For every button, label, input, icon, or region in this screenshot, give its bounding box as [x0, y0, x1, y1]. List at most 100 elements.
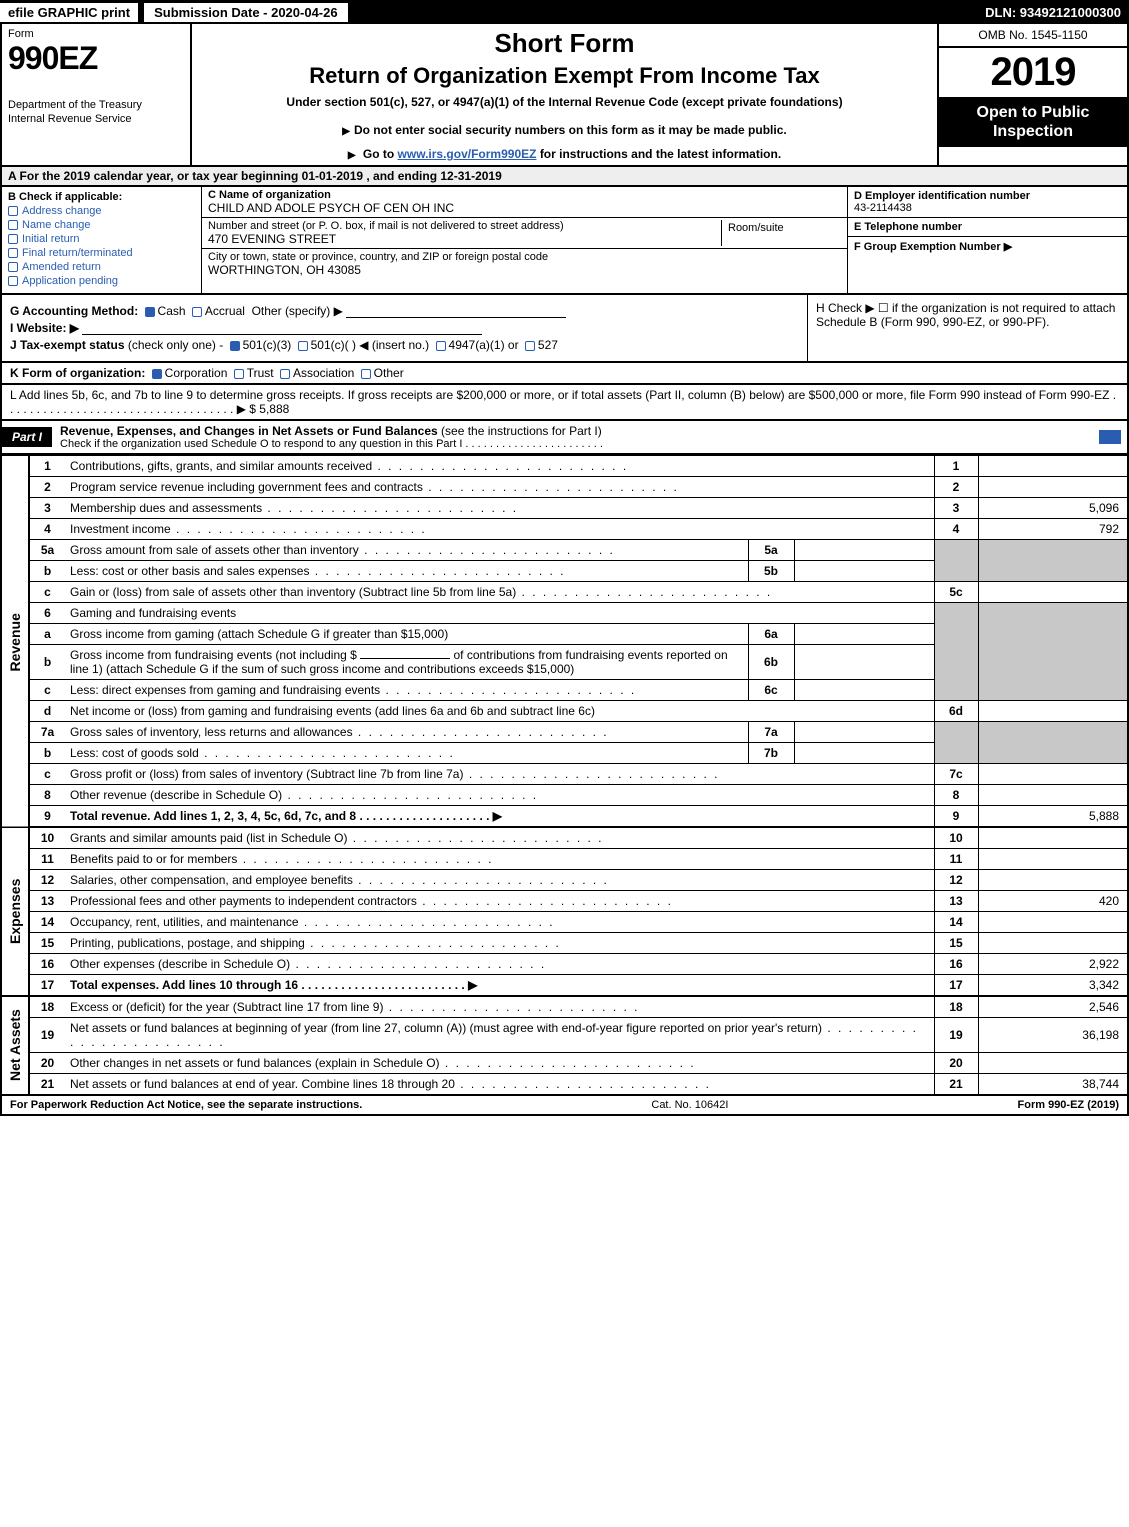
- open-inspection: Open to Public Inspection: [939, 97, 1127, 147]
- line-2-val: [978, 477, 1128, 498]
- part1-title: Revenue, Expenses, and Changes in Net As…: [60, 424, 438, 438]
- chk-501c[interactable]: [298, 341, 308, 351]
- part1-tag: Part I: [2, 427, 52, 447]
- room-suite-label: Room/suite: [721, 220, 841, 246]
- row-l: L Add lines 5b, 6c, and 7b to line 9 to …: [0, 385, 1129, 421]
- part1-checkbox[interactable]: [1099, 430, 1121, 444]
- chk-application-pending[interactable]: Application pending: [8, 275, 195, 287]
- line-3-val: 5,096: [978, 498, 1128, 519]
- line-13-desc: Professional fees and other payments to …: [65, 891, 934, 912]
- chk-cash[interactable]: [145, 307, 155, 317]
- f-label: F Group Exemption Number ▶: [854, 241, 1012, 253]
- line-1-val: [978, 456, 1128, 477]
- c-label: C Name of organization: [208, 189, 331, 201]
- chk-corporation[interactable]: [152, 369, 162, 379]
- chk-trust[interactable]: [234, 369, 244, 379]
- line-9-desc: Total revenue. Add lines 1, 2, 3, 4, 5c,…: [65, 806, 934, 828]
- goto-line: Go to www.irs.gov/Form990EZ for instruct…: [202, 147, 927, 161]
- line-7b-desc: Less: cost of goods sold: [65, 743, 748, 764]
- line-6d-val: [978, 701, 1128, 722]
- street-label: Number and street (or P. O. box, if mail…: [208, 220, 564, 232]
- line-19-val: 36,198: [978, 1018, 1128, 1053]
- line-20-desc: Other changes in net assets or fund bala…: [65, 1053, 934, 1074]
- dln-label: DLN: 93492121000300: [977, 5, 1129, 20]
- line-5c-val: [978, 582, 1128, 603]
- line-11-val: [978, 849, 1128, 870]
- chk-accrual[interactable]: [192, 307, 202, 317]
- goto-post: for instructions and the latest informat…: [540, 147, 781, 161]
- b-label: B Check if applicable:: [8, 191, 195, 203]
- line-11-desc: Benefits paid to or for members: [65, 849, 934, 870]
- line-6a-desc: Gross income from gaming (attach Schedul…: [65, 624, 748, 645]
- org-name: CHILD AND ADOLE PSYCH OF CEN OH INC: [208, 201, 454, 215]
- irs-label: Internal Revenue Service: [8, 113, 184, 125]
- website-input[interactable]: [82, 321, 482, 335]
- goto-link[interactable]: www.irs.gov/Form990EZ: [398, 147, 537, 161]
- side-netassets: Net Assets: [1, 996, 29, 1095]
- entity-block: B Check if applicable: Address change Na…: [0, 187, 1129, 295]
- e-label: E Telephone number: [854, 221, 962, 233]
- row-k: K Form of organization: Corporation Trus…: [0, 363, 1129, 385]
- line-19-desc: Net assets or fund balances at beginning…: [65, 1018, 934, 1053]
- line-8-val: [978, 785, 1128, 806]
- line-5a-desc: Gross amount from sale of assets other t…: [65, 540, 748, 561]
- chk-initial-return[interactable]: Initial return: [8, 233, 195, 245]
- other-specify-input[interactable]: [346, 304, 566, 318]
- footer-left: For Paperwork Reduction Act Notice, see …: [10, 1099, 362, 1111]
- line-8-desc: Other revenue (describe in Schedule O): [65, 785, 934, 806]
- lines-table: Revenue 1 Contributions, gifts, grants, …: [0, 455, 1129, 1096]
- chk-501c3[interactable]: [230, 341, 240, 351]
- header-center: Short Form Return of Organization Exempt…: [192, 24, 937, 165]
- side-expenses: Expenses: [1, 827, 29, 996]
- ein-value: 43-2114438: [854, 202, 912, 214]
- line-6c-desc: Less: direct expenses from gaming and fu…: [65, 680, 748, 701]
- title-subtitle: Under section 501(c), 527, or 4947(a)(1)…: [202, 95, 927, 109]
- footer-form: Form 990-EZ (2019): [1018, 1099, 1119, 1111]
- omb-number: OMB No. 1545-1150: [939, 24, 1127, 48]
- top-bar: efile GRAPHIC print Submission Date - 20…: [0, 0, 1129, 24]
- section-d-e-f: D Employer identification number 43-2114…: [847, 187, 1127, 293]
- part1-header: Part I Revenue, Expenses, and Changes in…: [0, 421, 1129, 455]
- line-6d-desc: Net income or (loss) from gaming and fun…: [65, 701, 934, 722]
- submission-date: Submission Date - 2020-04-26: [142, 1, 350, 24]
- line-9-val: 5,888: [978, 806, 1128, 828]
- chk-final-return[interactable]: Final return/terminated: [8, 247, 195, 259]
- header-left: Form 990EZ Department of the Treasury In…: [2, 24, 192, 165]
- chk-name-change[interactable]: Name change: [8, 219, 195, 231]
- line-12-val: [978, 870, 1128, 891]
- line-20-val: [978, 1053, 1128, 1074]
- footer-cat: Cat. No. 10642I: [362, 1099, 1017, 1111]
- chk-amended-return[interactable]: Amended return: [8, 261, 195, 273]
- line-16-val: 2,922: [978, 954, 1128, 975]
- line-15-desc: Printing, publications, postage, and shi…: [65, 933, 934, 954]
- dept-treasury: Department of the Treasury: [8, 99, 184, 111]
- line-10-desc: Grants and similar amounts paid (list in…: [65, 827, 934, 849]
- line-6b-desc: Gross income from fundraising events (no…: [65, 645, 748, 680]
- chk-association[interactable]: [280, 369, 290, 379]
- page-footer: For Paperwork Reduction Act Notice, see …: [0, 1096, 1129, 1116]
- city-value: WORTHINGTON, OH 43085: [208, 263, 361, 277]
- line-16-desc: Other expenses (describe in Schedule O): [65, 954, 934, 975]
- line-4-desc: Investment income: [65, 519, 934, 540]
- chk-527[interactable]: [525, 341, 535, 351]
- line-1-desc: Contributions, gifts, grants, and simila…: [65, 456, 934, 477]
- line-2-desc: Program service revenue including govern…: [65, 477, 934, 498]
- line-3-desc: Membership dues and assessments: [65, 498, 934, 519]
- line-15-val: [978, 933, 1128, 954]
- line-18-val: 2,546: [978, 996, 1128, 1018]
- goto-pre: Go to: [363, 147, 398, 161]
- tax-year: 2019: [939, 48, 1127, 97]
- line-6b-amount-input[interactable]: [360, 658, 450, 659]
- line-17-desc: Total expenses. Add lines 10 through 16 …: [65, 975, 934, 997]
- section-b: B Check if applicable: Address change Na…: [2, 187, 202, 293]
- j-tax-exempt: J Tax-exempt status (check only one) - 5…: [10, 338, 799, 352]
- form-header: Form 990EZ Department of the Treasury In…: [0, 24, 1129, 167]
- line-6-desc: Gaming and fundraising events: [65, 603, 934, 624]
- header-right: OMB No. 1545-1150 2019 Open to Public In…: [937, 24, 1127, 165]
- chk-address-change[interactable]: Address change: [8, 205, 195, 217]
- line-5b-desc: Less: cost or other basis and sales expe…: [65, 561, 748, 582]
- line-13-val: 420: [978, 891, 1128, 912]
- chk-other[interactable]: [361, 369, 371, 379]
- ssn-notice: Do not enter social security numbers on …: [202, 123, 927, 137]
- chk-4947[interactable]: [436, 341, 446, 351]
